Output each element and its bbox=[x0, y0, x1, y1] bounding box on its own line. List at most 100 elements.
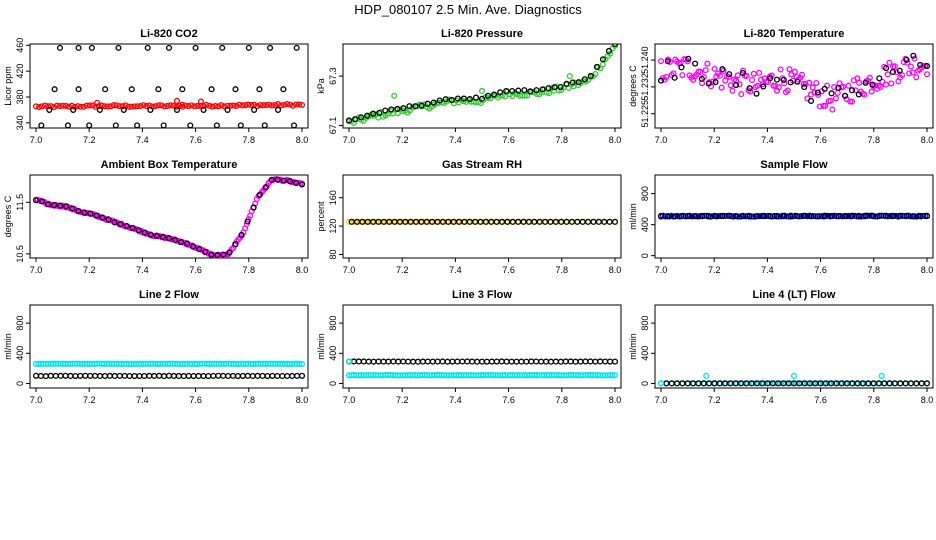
data-point bbox=[712, 212, 719, 220]
data-point bbox=[230, 102, 237, 109]
data-point bbox=[208, 251, 215, 258]
data-point bbox=[250, 204, 257, 211]
data-point bbox=[206, 102, 213, 109]
data-point bbox=[289, 102, 297, 109]
series-cyan-lower bbox=[345, 371, 619, 379]
data-point bbox=[298, 181, 306, 188]
data-point bbox=[747, 88, 754, 95]
data-point bbox=[780, 213, 787, 220]
x-tick-label: 7.8 bbox=[868, 265, 881, 275]
series-black-lower bbox=[32, 372, 306, 380]
data-point bbox=[878, 372, 885, 379]
data-point bbox=[827, 97, 834, 104]
data-point bbox=[245, 44, 252, 51]
data-point bbox=[165, 235, 173, 242]
data-point bbox=[345, 117, 353, 124]
data-point bbox=[46, 106, 53, 113]
data-point bbox=[32, 103, 40, 110]
data-point bbox=[773, 212, 780, 220]
data-point bbox=[557, 83, 564, 91]
data-point bbox=[376, 109, 383, 116]
data-point bbox=[161, 373, 168, 380]
data-point bbox=[663, 73, 670, 80]
y-axis-label: ml/min bbox=[628, 333, 638, 360]
x-tick-label: 8.0 bbox=[921, 395, 934, 405]
data-point bbox=[572, 358, 579, 365]
data-point bbox=[777, 66, 784, 73]
data-point bbox=[575, 79, 582, 86]
data-point bbox=[557, 358, 564, 365]
data-point bbox=[106, 372, 113, 379]
data-point bbox=[38, 122, 45, 128]
data-point bbox=[52, 372, 59, 379]
data-point bbox=[259, 372, 266, 379]
y-tick-label: 400 bbox=[640, 217, 650, 232]
series-sparse bbox=[32, 176, 306, 258]
data-point bbox=[242, 102, 249, 109]
y-tick-label: 400 bbox=[15, 346, 25, 361]
data-point bbox=[77, 372, 84, 379]
data-point bbox=[910, 213, 917, 220]
chart-title: Sample Flow bbox=[760, 159, 828, 171]
x-tick-label: 7.4 bbox=[761, 135, 774, 145]
data-point bbox=[705, 212, 712, 219]
x-tick-label: 7.8 bbox=[243, 135, 256, 145]
y-tick-label: 420 bbox=[15, 64, 25, 79]
data-point bbox=[63, 203, 70, 210]
data-point bbox=[794, 213, 801, 220]
data-point bbox=[388, 106, 395, 113]
plot-frame bbox=[654, 43, 934, 129]
series-dense bbox=[657, 55, 931, 113]
chart-title: Li-820 Pressure bbox=[441, 28, 523, 40]
data-point bbox=[862, 79, 869, 86]
data-point bbox=[739, 69, 746, 77]
data-point bbox=[523, 358, 530, 365]
data-point bbox=[123, 222, 130, 230]
data-point bbox=[609, 372, 616, 379]
data-point bbox=[508, 358, 515, 365]
x-tick-label: 7.4 bbox=[761, 395, 774, 405]
data-point bbox=[141, 372, 148, 380]
x-tick-label: 7.2 bbox=[396, 135, 409, 145]
data-point bbox=[192, 44, 199, 51]
data-point bbox=[75, 207, 82, 215]
x-tick-label: 7.0 bbox=[655, 135, 668, 145]
data-point bbox=[898, 72, 906, 79]
data-point bbox=[292, 101, 300, 108]
data-point bbox=[718, 84, 725, 91]
data-point bbox=[390, 358, 397, 365]
data-point bbox=[424, 100, 431, 107]
data-point bbox=[459, 358, 466, 365]
data-point bbox=[212, 103, 219, 110]
data-point bbox=[848, 87, 856, 94]
data-layer bbox=[345, 218, 619, 225]
data-point bbox=[917, 212, 924, 220]
data-point bbox=[760, 213, 767, 220]
data-point bbox=[913, 74, 920, 81]
data-point bbox=[104, 103, 111, 110]
data-point bbox=[280, 86, 287, 93]
data-point bbox=[214, 252, 221, 258]
data-point bbox=[232, 241, 239, 248]
x-tick-label: 7.0 bbox=[343, 135, 356, 145]
data-point bbox=[472, 94, 480, 101]
data-point bbox=[855, 212, 862, 219]
data-point bbox=[219, 44, 226, 51]
data-point bbox=[220, 372, 227, 379]
data-point bbox=[134, 122, 141, 128]
chart-panel-sampleflow: Sample Flow 7.0 7.2 7.4 7.6 7.8 8.0 0 400 800ml/m… bbox=[628, 159, 934, 275]
data-point bbox=[869, 81, 876, 88]
data-point bbox=[358, 114, 365, 121]
data-point bbox=[869, 212, 876, 219]
data-point bbox=[698, 75, 705, 82]
x-tick-label: 7.2 bbox=[708, 265, 721, 275]
data-point bbox=[298, 372, 306, 379]
x-tick-label: 8.0 bbox=[296, 395, 309, 405]
data-point bbox=[436, 97, 443, 104]
data-point bbox=[119, 103, 126, 110]
data-point bbox=[692, 213, 699, 220]
data-point bbox=[394, 105, 401, 112]
data-point bbox=[657, 380, 665, 387]
y-axis-label: ml/min bbox=[3, 333, 13, 360]
